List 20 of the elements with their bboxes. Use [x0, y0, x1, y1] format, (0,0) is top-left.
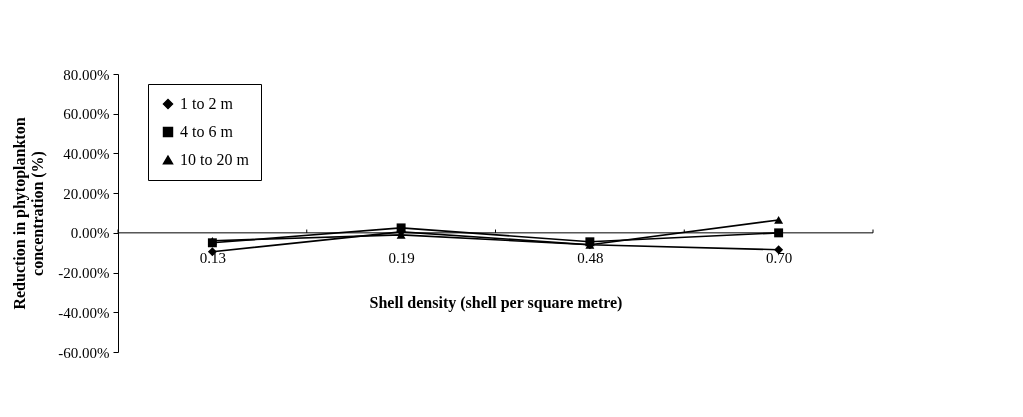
legend-label: 10 to 20 m — [180, 151, 250, 168]
y-tick-label: 40.00% — [63, 145, 110, 162]
y-tick-label: 20.00% — [63, 185, 110, 202]
y-tick-label: -60.00% — [58, 344, 110, 361]
y-axis-title: Reduction in phytoplankton concentration (%) — [11, 117, 48, 310]
y-tick-label: 80.00% — [63, 66, 110, 83]
point — [396, 223, 406, 233]
x-tick-label: 0.19 — [388, 250, 415, 267]
y-tick-label: -40.00% — [58, 304, 110, 321]
x-tick-label: 0.13 — [199, 250, 226, 267]
point — [774, 216, 784, 224]
x-tick-label: 0.48 — [577, 250, 604, 267]
legend-label: 4 to 6 m — [180, 123, 234, 140]
x-axis-title: Shell density (shell per square metre) — [369, 294, 623, 313]
y-tick-label: 0.00% — [70, 225, 110, 242]
y-tick-label: -20.00% — [58, 265, 110, 282]
legend-label: 1 to 2 m — [180, 95, 234, 112]
y-tick-label: 60.00% — [63, 106, 110, 123]
point — [774, 228, 784, 238]
x-tick-label: 0.70 — [766, 250, 793, 267]
